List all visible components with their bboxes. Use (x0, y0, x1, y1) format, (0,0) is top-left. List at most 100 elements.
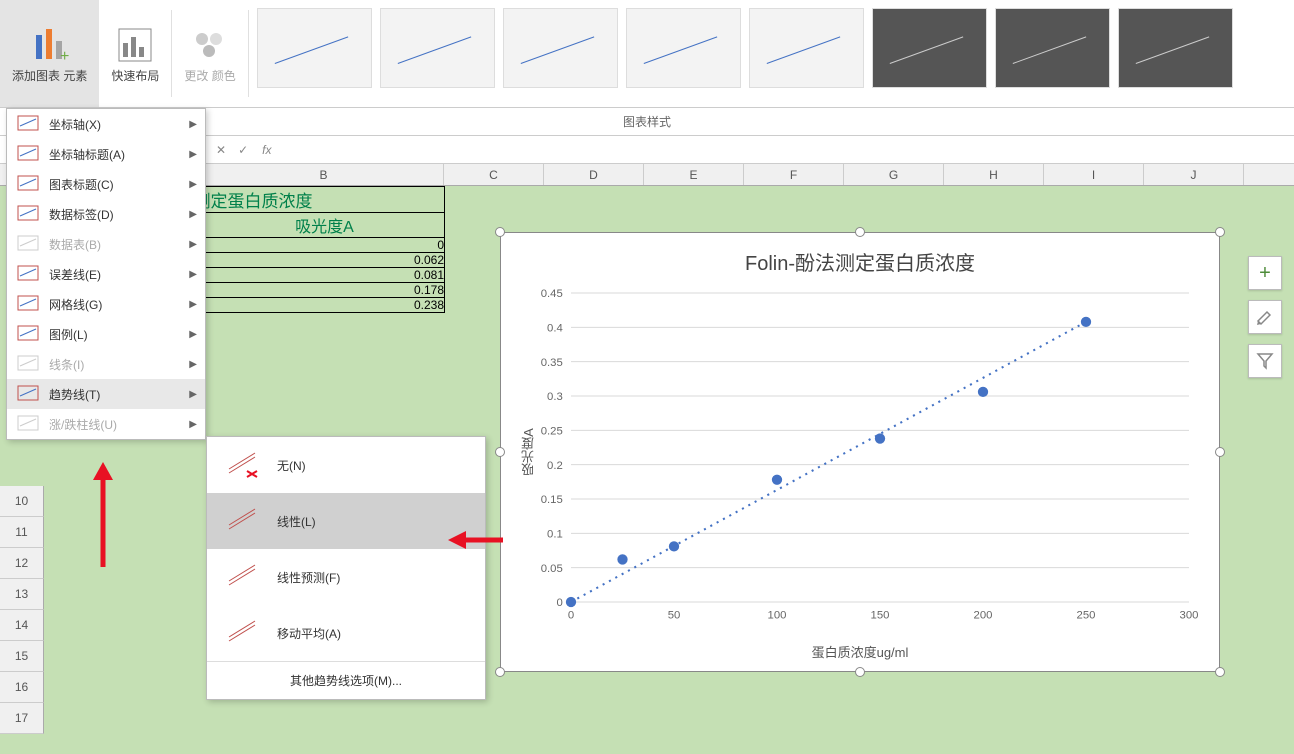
submenu-more[interactable]: 其他趋势线选项(M)... (207, 661, 485, 699)
resize-handle[interactable] (855, 667, 865, 677)
svg-text:0.35: 0.35 (541, 357, 563, 369)
menu-item[interactable]: 趋势线(T)▶ (7, 379, 205, 409)
svg-text:50: 50 (668, 609, 681, 621)
chart-styles-label: 图表样式 (623, 113, 671, 130)
svg-text:+: + (60, 48, 69, 65)
submenu-item[interactable]: 线性(L) (207, 493, 485, 549)
chart-title[interactable]: Folin-酚法测定蛋白质浓度 (501, 233, 1219, 280)
menu-item[interactable]: 网格线(G) ▶ (7, 289, 205, 319)
row-header[interactable]: 10 (0, 486, 44, 517)
menu-item[interactable]: 图表标题(C)▶ (7, 169, 205, 199)
plot-area[interactable]: 00.050.10.150.20.250.30.350.40.450501001… (571, 293, 1189, 602)
chart-style-thumb[interactable] (257, 8, 372, 88)
col-g[interactable]: G (844, 164, 944, 185)
row-header[interactable]: 11 (0, 517, 44, 548)
svg-text:0.15: 0.15 (541, 494, 563, 506)
row-header[interactable]: 14 (0, 610, 44, 641)
chart-style-thumb[interactable] (626, 8, 741, 88)
svg-text:0.3: 0.3 (547, 391, 563, 403)
resize-handle[interactable] (495, 227, 505, 237)
filter-icon (1256, 352, 1274, 370)
menu-label: 数据标签(D) (49, 206, 114, 223)
resize-handle[interactable] (1215, 667, 1225, 677)
submenu-label: 无(N) (277, 457, 306, 474)
row-header[interactable]: 17 (0, 703, 44, 734)
resize-handle[interactable] (495, 667, 505, 677)
menu-label: 图例(L) (49, 326, 88, 343)
menu-item[interactable]: 数据标签(D)▶ (7, 199, 205, 229)
submenu-label: 线性预测(F) (277, 569, 340, 586)
chart-styles-button[interactable] (1248, 300, 1282, 334)
cancel-button[interactable]: ✕ (210, 143, 232, 157)
col-c[interactable]: C (444, 164, 544, 185)
quick-layout-button[interactable]: 快速布局 (99, 0, 171, 107)
menu-icon (17, 235, 39, 253)
chart-style-thumb[interactable] (749, 8, 864, 88)
resize-handle[interactable] (495, 447, 505, 457)
menu-label: 涨/跌柱线(U) (49, 416, 117, 433)
chart-filter-button[interactable] (1248, 344, 1282, 378)
svg-text:0.1: 0.1 (547, 528, 563, 540)
resize-handle[interactable] (1215, 447, 1225, 457)
menu-icon (17, 175, 39, 193)
col-d[interactable]: D (544, 164, 644, 185)
chart-elements-button[interactable]: + (1248, 256, 1282, 290)
col-h[interactable]: H (944, 164, 1044, 185)
add-element-label: 添加图表 元素 (12, 69, 87, 83)
submenu-label: 移动平均(A) (277, 625, 341, 642)
svg-text:0.45: 0.45 (541, 288, 563, 300)
menu-item[interactable]: 图例(L)▶ (7, 319, 205, 349)
chart-element-menu: 坐标轴(X)▶坐标轴标题(A)▶图表标题(C)▶数据标签(D)▶数据表(B)▶误… (6, 108, 206, 440)
menu-item: 数据表(B)▶ (7, 229, 205, 259)
menu-item[interactable]: 误差线(E)▶ (7, 259, 205, 289)
svg-text:0.05: 0.05 (541, 563, 563, 575)
plus-icon: + (1259, 262, 1271, 285)
submenu-item[interactable]: 线性预测(F) (207, 549, 485, 605)
menu-icon (17, 145, 39, 163)
resize-handle[interactable] (855, 227, 865, 237)
y-axis-title[interactable]: 吸光度A (519, 428, 538, 476)
chart-style-thumb[interactable] (995, 8, 1110, 88)
col-b[interactable]: B (204, 164, 444, 185)
menu-item: 线条(I) ▶ (7, 349, 205, 379)
x-axis-title[interactable]: 蛋白质浓度ug/ml (501, 642, 1219, 661)
menu-icon (17, 385, 39, 403)
col-j[interactable]: J (1144, 164, 1244, 185)
change-color-icon (190, 25, 230, 65)
svg-text:0.2: 0.2 (547, 460, 563, 472)
resize-handle[interactable] (1215, 227, 1225, 237)
svg-text:200: 200 (974, 609, 993, 621)
svg-text:0: 0 (556, 597, 562, 609)
row-header[interactable]: 13 (0, 579, 44, 610)
menu-item[interactable]: 坐标轴(X)▶ (7, 109, 205, 139)
menu-icon (17, 115, 39, 133)
col-f[interactable]: F (744, 164, 844, 185)
col-i[interactable]: I (1044, 164, 1144, 185)
chevron-right-icon: ▶ (189, 359, 197, 370)
chevron-right-icon: ▶ (189, 299, 197, 310)
menu-icon (17, 205, 39, 223)
row-header[interactable]: 15 (0, 641, 44, 672)
chart-style-thumb[interactable] (872, 8, 987, 88)
add-chart-element-button[interactable]: + 添加图表 元素 (0, 0, 99, 107)
chart-object[interactable]: Folin-酚法测定蛋白质浓度 吸光度A 蛋白质浓度ug/ml 00.050.1… (500, 232, 1220, 672)
submenu-item[interactable]: 无(N) (207, 437, 485, 493)
menu-icon (17, 415, 39, 433)
menu-item[interactable]: 坐标轴标题(A)▶ (7, 139, 205, 169)
chart-style-thumb[interactable] (380, 8, 495, 88)
confirm-button[interactable]: ✓ (232, 143, 254, 157)
submenu-item[interactable]: 移动平均(A) (207, 605, 485, 661)
menu-label: 线条(I) (49, 356, 84, 373)
chart-style-thumb[interactable] (1118, 8, 1233, 88)
brush-icon (1255, 307, 1275, 327)
svg-text:150: 150 (871, 609, 890, 621)
add-element-icon: + (30, 25, 70, 65)
row-header[interactable]: 12 (0, 548, 44, 579)
menu-label: 网格线(G) (49, 296, 102, 313)
svg-text:0: 0 (568, 609, 574, 621)
row-header[interactable]: 16 (0, 672, 44, 703)
chart-style-thumb[interactable] (503, 8, 618, 88)
col-e[interactable]: E (644, 164, 744, 185)
fx-icon[interactable]: fx (254, 143, 279, 157)
annotation-arrow (88, 462, 118, 572)
